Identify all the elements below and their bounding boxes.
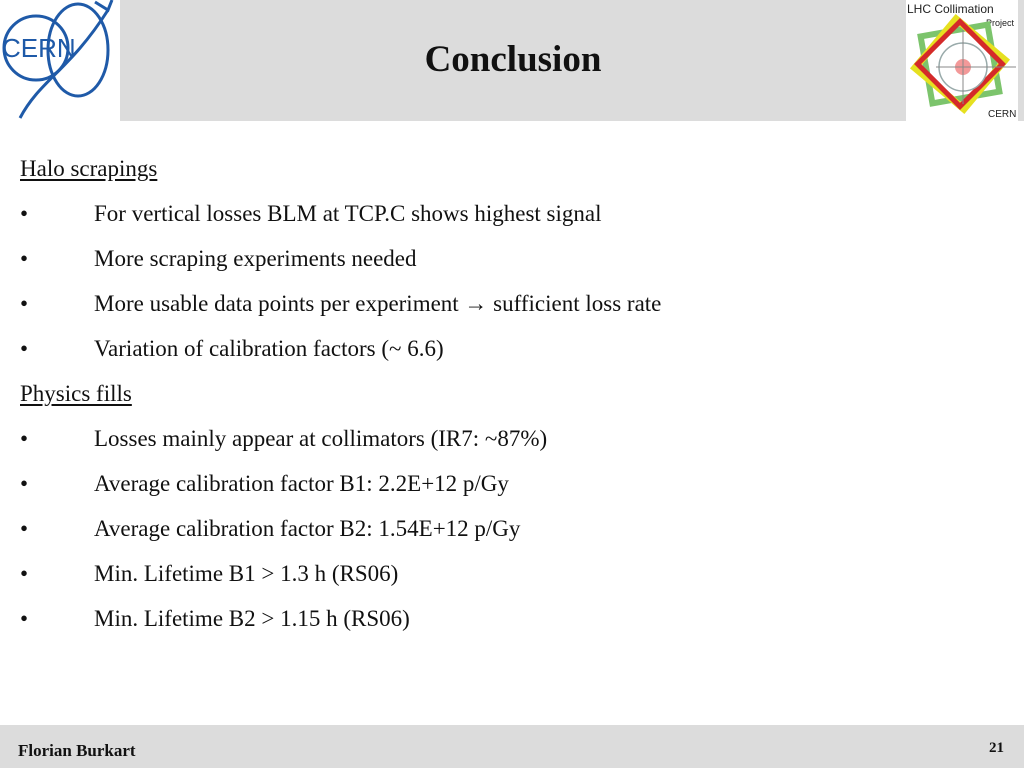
- bullet-text: Variation of calibration factors (~ 6.6): [94, 336, 444, 361]
- bullet-item: • Average calibration factor B1: 2.2E+12…: [20, 461, 1000, 506]
- author-name: Florian Burkart: [18, 741, 136, 760]
- bullet-text: Min. Lifetime B1 > 1.3 h (RS06): [94, 561, 399, 586]
- footer-bar: [0, 725, 1024, 768]
- bullet-item: • Average calibration factor B2: 1.54E+1…: [20, 506, 1000, 551]
- section-heading-halo-scrapings: Halo scrapings: [20, 156, 158, 181]
- bullet-text: More scraping experiments needed: [94, 246, 417, 271]
- bullet-text: Min. Lifetime B2 > 1.15 h (RS06): [94, 606, 410, 631]
- section-heading-physics-fills: Physics fills: [20, 381, 132, 406]
- bullet-text: Average calibration factor B1: 2.2E+12 p…: [94, 471, 509, 496]
- bullet-item: • More usable data points per experiment…: [20, 281, 1000, 326]
- lhc-logo-line1: LHC Collimation: [907, 2, 994, 16]
- bullet-item: • Min. Lifetime B2 > 1.15 h (RS06): [20, 596, 1000, 641]
- bullet-item: • More scraping experiments needed: [20, 236, 1000, 281]
- slide-content: Halo scrapings • For vertical losses BLM…: [20, 146, 1000, 641]
- bullet-item: • Min. Lifetime B1 > 1.3 h (RS06): [20, 551, 1000, 596]
- bullet-symbol: •: [20, 336, 29, 361]
- bullet-symbol: •: [20, 516, 29, 541]
- cern-logo: CERN: [0, 0, 120, 121]
- slide-title: Conclusion: [424, 39, 602, 80]
- bullet-text: Losses mainly appear at collimators (IR7…: [94, 426, 548, 451]
- bullet-text: For vertical losses BLM at TCP.C shows h…: [94, 201, 602, 226]
- bullet-symbol: •: [20, 291, 29, 316]
- bullet-symbol: •: [20, 246, 29, 271]
- lhc-logo-line2: Project: [986, 18, 1015, 28]
- bullet-text: More usable data points per experiment →…: [94, 291, 662, 316]
- lhc-collimation-logo: LHC Collimation Project CERN: [906, 0, 1018, 121]
- bullet-symbol: •: [20, 201, 29, 226]
- bullet-item: • Losses mainly appear at collimators (I…: [20, 416, 1000, 461]
- bullet-item: • For vertical losses BLM at TCP.C shows…: [20, 191, 1000, 236]
- bullet-text: Average calibration factor B2: 1.54E+12 …: [94, 516, 521, 541]
- page-number: 21: [989, 740, 1004, 756]
- bullet-symbol: •: [20, 561, 29, 586]
- lhc-logo-line3: CERN: [988, 109, 1016, 120]
- bullet-symbol: •: [20, 606, 29, 631]
- bullet-item: • Variation of calibration factors (~ 6.…: [20, 326, 1000, 371]
- bullet-symbol: •: [20, 426, 29, 451]
- header-bar: [0, 0, 1024, 121]
- bullet-symbol: •: [20, 471, 29, 496]
- cern-logo-text: CERN: [2, 33, 76, 63]
